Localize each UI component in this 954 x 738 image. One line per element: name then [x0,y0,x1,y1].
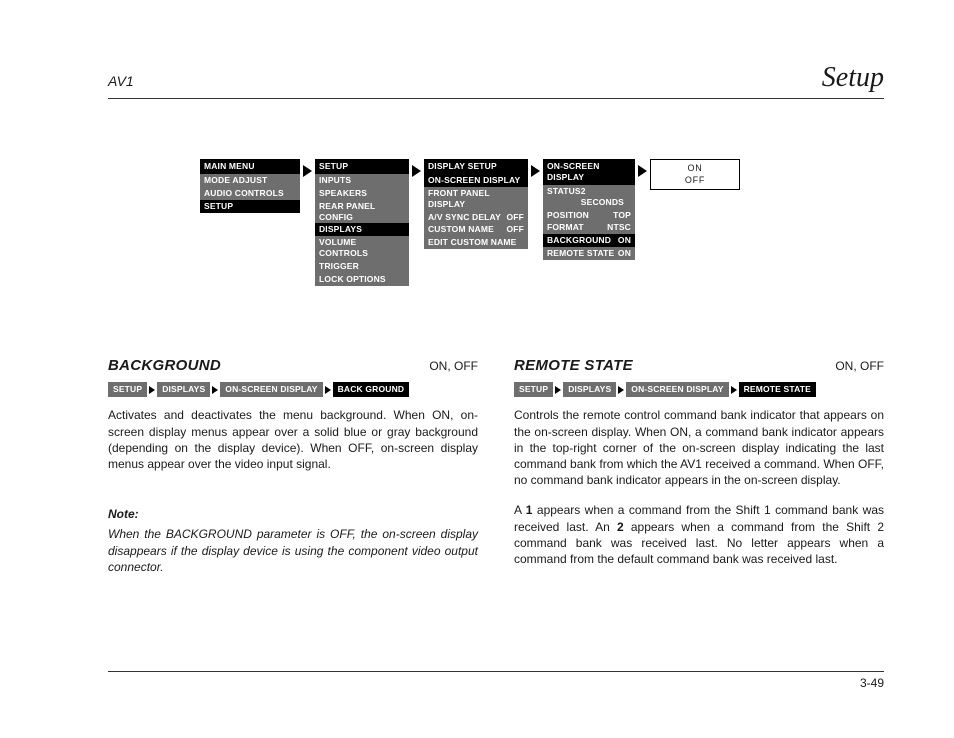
page-footer: 3-49 [108,671,884,690]
menu-title: MAIN MENU [200,159,300,174]
menu-item: SETUP [200,200,300,213]
chevron-right-icon [555,386,561,394]
menu-item: A/V SYNC DELAYOFF [424,211,528,224]
chevron-right-icon [618,386,624,394]
menu-item: LOCK OPTIONS [315,273,409,286]
breadcrumb-chip: DISPLAYS [157,382,210,397]
breadcrumb: SETUP DISPLAYS ON-SCREEN DISPLAY BACK GROUN… [108,382,478,397]
menu-item: CUSTOM NAMEOFF [424,223,528,236]
breadcrumb-chip: SETUP [108,382,147,397]
page-number: 3-49 [860,676,884,690]
section-remote-state: REMOTE STATE ON, OFF SETUP DISPLAYS ON-SCR… [514,356,884,581]
body-paragraph: Controls the remote control command bank… [514,407,884,488]
chevron-right-icon [149,386,155,394]
menu-item: TRIGGER [315,260,409,273]
section-title: REMOTE STATE [514,356,633,376]
section-options: ON, OFF [835,358,884,374]
menu-item: FRONT PANEL DISPLAY [424,187,528,211]
menu-item: VOLUME CONTROLS [315,236,409,260]
menu-title: ON-SCREEN DISPLAY [543,159,635,185]
menu-item: SPEAKERS [315,187,409,200]
menu-box: DISPLAY SETUPON-SCREEN DISPLAYFRONT PANE… [424,159,528,249]
breadcrumb-chip: REMOTE STATE [739,382,816,397]
section-title: BACKGROUND [108,356,221,376]
chevron-right-icon [731,386,737,394]
menu-item: ON-SCREEN DISPLAY [424,174,528,187]
menu-item: REMOTE STATEON [543,247,635,260]
menu-item: BACKGROUNDON [543,234,635,247]
option-value: OFF [651,175,739,187]
menu-box: SETUPINPUTSSPEAKERSREAR PANEL CONFIGDISP… [315,159,409,286]
menu-item: FORMATNTSC [543,221,635,234]
chevron-right-icon [531,165,540,177]
menu-item: AUDIO CONTROLS [200,187,300,200]
page-header: AV1 Setup [108,62,884,99]
chevron-right-icon [412,165,421,177]
chevron-right-icon [212,386,218,394]
header-section: Setup [822,62,884,94]
breadcrumb: SETUP DISPLAYS ON-SCREEN DISPLAY REMOTE STA… [514,382,884,397]
chevron-right-icon [325,386,331,394]
body-paragraph: Activates and deactivates the menu backg… [108,407,478,472]
menu-item: MODE ADJUST [200,174,300,187]
menu-box: ON-SCREEN DISPLAYSTATUS2 SECONDSPOSITION… [543,159,635,260]
options-box: ONOFF [650,159,740,190]
menu-item: POSITIONTOP [543,209,635,222]
breadcrumb-chip: DISPLAYS [563,382,616,397]
breadcrumb-chip: SETUP [514,382,553,397]
menu-box: MAIN MENUMODE ADJUSTAUDIO CONTROLSSETUP [200,159,300,213]
header-device: AV1 [108,73,134,89]
breadcrumb-chip: ON-SCREEN DISPLAY [220,382,322,397]
chevron-right-icon [638,165,647,177]
note-heading: Note: [108,506,478,522]
chevron-right-icon [303,165,312,177]
note-body: When the BACKGROUND parameter is OFF, th… [108,526,478,575]
menu-item: REAR PANEL CONFIG [315,200,409,224]
menu-title: SETUP [315,159,409,174]
menu-title: DISPLAY SETUP [424,159,528,174]
breadcrumb-chip: BACK GROUND [333,382,410,397]
menu-item: INPUTS [315,174,409,187]
menu-item: EDIT CUSTOM NAME [424,236,528,249]
option-value: ON [651,163,739,175]
breadcrumb-chip: ON-SCREEN DISPLAY [626,382,728,397]
menu-item: DISPLAYS [315,223,409,236]
body-paragraph: A 1 appears when a command from the Shif… [514,502,884,567]
section-background: BACKGROUND ON, OFF SETUP DISPLAYS ON-SCREE… [108,356,478,581]
menu-nav-diagram: MAIN MENUMODE ADJUSTAUDIO CONTROLSSETUPS… [200,159,884,286]
section-options: ON, OFF [429,358,478,374]
menu-item: STATUS2 SECONDS [543,185,635,209]
